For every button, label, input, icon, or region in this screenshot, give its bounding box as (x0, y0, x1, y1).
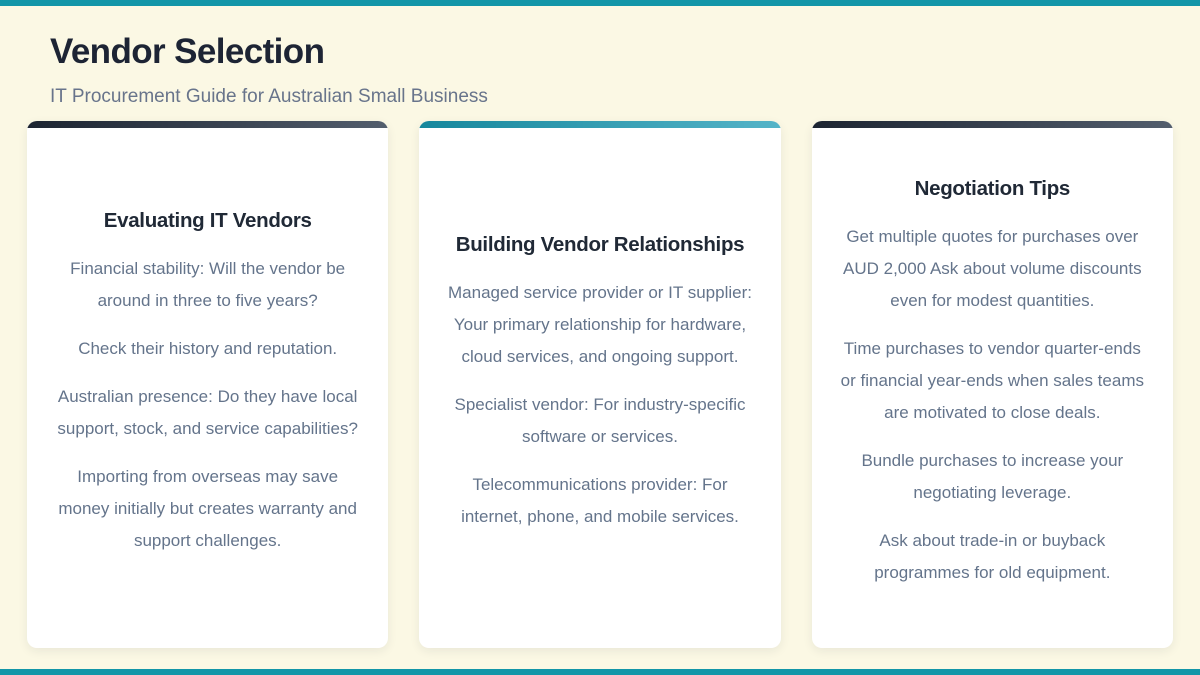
card-building-vendor-relationships: Building Vendor Relationships Managed se… (419, 121, 781, 648)
card-paragraph: Telecommunications provider: For interne… (461, 475, 739, 526)
bottom-accent-bar (0, 669, 1200, 675)
cards-container: Evaluating IT Vendors Financial stabilit… (27, 121, 1173, 648)
card-paragraph: Financial stability: Will the vendor be … (70, 259, 346, 310)
card-negotiation-tips: Negotiation Tips Get multiple quotes for… (811, 121, 1173, 648)
card-paragraph: Get multiple quotes for purchases over A… (843, 227, 1142, 310)
card-paragraph: Australian presence: Do they have local … (57, 387, 358, 438)
slide-header: Vendor Selection IT Procurement Guide fo… (0, 6, 1200, 108)
card-heading: Negotiation Tips (914, 177, 1071, 200)
card-heading: Building Vendor Relationships (455, 233, 745, 256)
card-accent-bar-dark (27, 121, 389, 128)
card-body: Evaluating IT Vendors Financial stabilit… (27, 128, 388, 648)
page-title: Vendor Selection (50, 32, 325, 71)
card-paragraph: Time purchases to vendor quarter-ends or… (840, 339, 1144, 422)
card-body: Negotiation Tips Get multiple quotes for… (812, 128, 1173, 648)
card-paragraph: Ask about trade-in or buyback programmes… (874, 531, 1111, 582)
card-body: Building Vendor Relationships Managed se… (419, 128, 780, 648)
card-heading: Evaluating IT Vendors (103, 209, 312, 232)
card-accent-bar-teal (419, 121, 781, 128)
card-paragraph: Check their history and reputation. (78, 339, 338, 358)
card-accent-bar-dark (811, 121, 1173, 128)
card-paragraph: Managed service provider or IT supplier:… (448, 283, 752, 366)
card-evaluating-it-vendors: Evaluating IT Vendors Financial stabilit… (27, 121, 389, 648)
card-paragraph: Importing from overseas may save money i… (58, 467, 357, 550)
card-paragraph: Bundle purchases to increase your negoti… (861, 451, 1124, 502)
top-accent-bar (0, 0, 1200, 6)
page-subtitle: IT Procurement Guide for Australian Smal… (50, 86, 488, 107)
card-paragraph: Specialist vendor: For industry-specific… (454, 395, 746, 446)
